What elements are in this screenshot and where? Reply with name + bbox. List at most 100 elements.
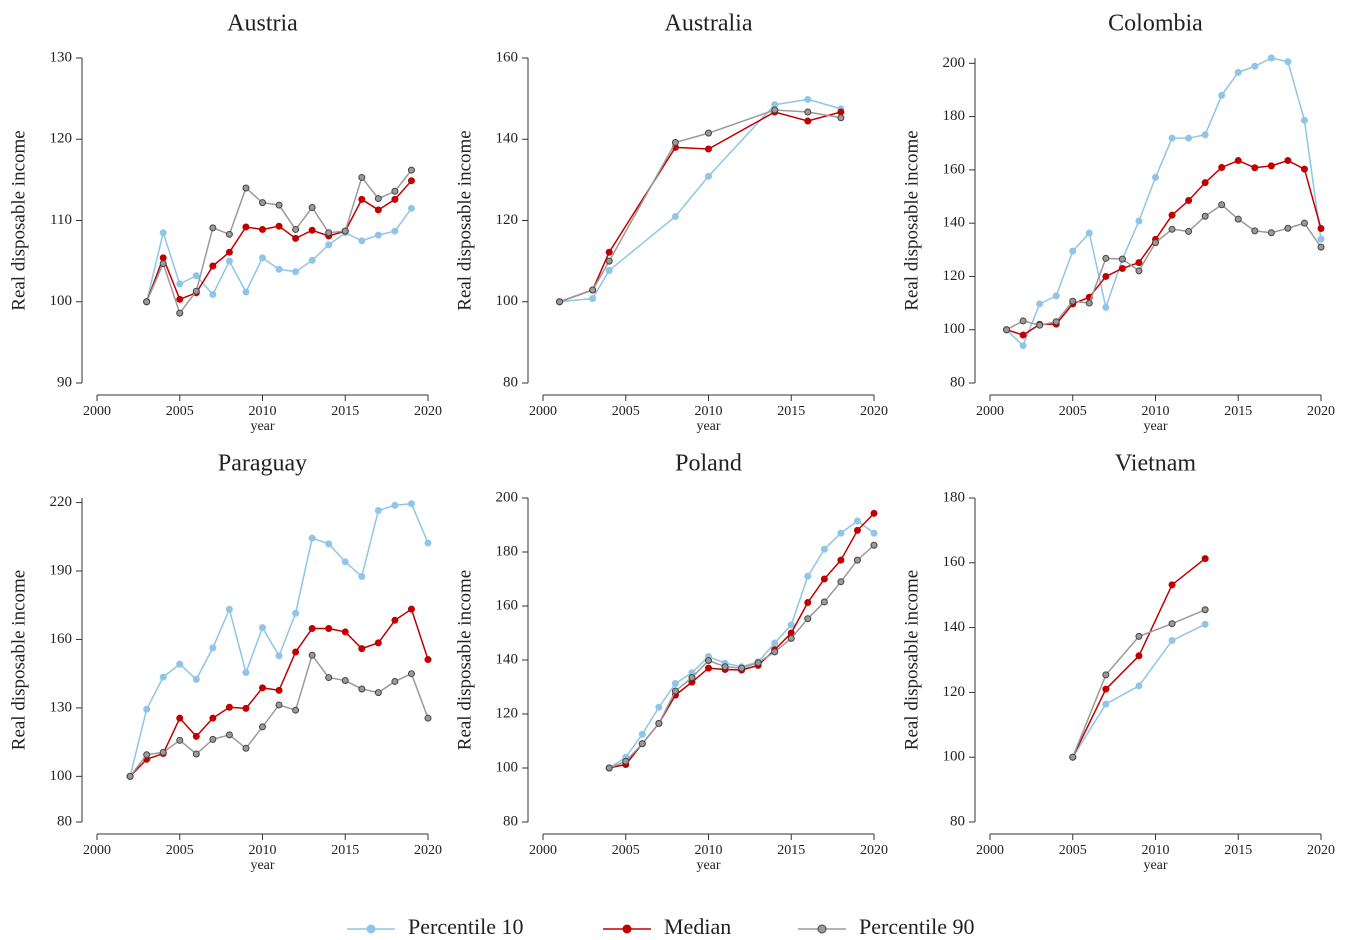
y-tick-label: 120 <box>496 705 519 721</box>
panel-title: Vietnam <box>1115 451 1197 477</box>
point <box>242 288 250 296</box>
point <box>556 298 564 306</box>
point <box>820 598 828 606</box>
point <box>143 751 151 759</box>
y-tick-label: 180 <box>943 108 966 124</box>
point <box>1317 243 1325 251</box>
point <box>804 108 812 116</box>
point <box>159 673 167 681</box>
point <box>391 227 399 235</box>
point <box>1234 215 1242 223</box>
point <box>738 664 746 672</box>
point <box>1218 201 1226 209</box>
point <box>1168 225 1176 233</box>
point <box>1019 342 1027 350</box>
x-tick-label: 2015 <box>777 404 805 419</box>
point <box>837 108 845 116</box>
point <box>424 714 432 722</box>
y-tick-label: 180 <box>496 543 519 559</box>
point <box>1069 297 1077 305</box>
point <box>192 272 200 280</box>
y-tick-label: 80 <box>950 374 965 390</box>
point <box>407 500 415 508</box>
x-tick-label: 2005 <box>166 404 194 419</box>
series-line <box>559 109 842 303</box>
point <box>1317 224 1325 232</box>
panel-title: Colombia <box>1108 11 1203 37</box>
point <box>259 225 266 233</box>
point <box>308 651 316 659</box>
x-tick-label: 2000 <box>83 404 111 419</box>
x-tick-label: 2000 <box>529 404 557 419</box>
point <box>1019 317 1027 325</box>
point <box>804 95 812 103</box>
point <box>209 714 217 722</box>
point <box>259 254 266 262</box>
y-tick-label: 220 <box>50 494 73 510</box>
y-tick-label: 140 <box>943 619 966 635</box>
point <box>837 114 845 122</box>
point <box>341 227 349 235</box>
point <box>1284 224 1292 232</box>
point <box>1135 632 1143 640</box>
point <box>1300 116 1308 124</box>
point <box>1201 620 1209 628</box>
point <box>705 664 712 672</box>
x-tick-label: 2005 <box>612 843 640 858</box>
y-axis-label: Real disposable income <box>454 570 475 750</box>
point <box>192 675 200 683</box>
point <box>143 705 151 713</box>
y-tick-label: 160 <box>496 49 519 65</box>
panel-title: Poland <box>675 451 742 477</box>
point <box>242 223 250 231</box>
series-line <box>608 544 875 769</box>
point <box>308 534 316 542</box>
point <box>292 225 300 233</box>
point <box>1234 68 1242 76</box>
point <box>638 740 646 748</box>
point <box>1300 165 1308 173</box>
point <box>325 540 333 548</box>
point <box>209 224 217 232</box>
series-line <box>608 520 875 769</box>
y-tick-label: 160 <box>943 554 966 570</box>
point <box>225 230 233 238</box>
point <box>688 674 696 682</box>
point <box>325 625 333 633</box>
legend-label: Median <box>664 914 731 939</box>
y-axis-label: Real disposable income <box>901 570 922 750</box>
point <box>225 731 233 739</box>
x-tick-label: 2015 <box>331 404 359 419</box>
legend-marker <box>817 924 827 934</box>
point <box>407 670 415 678</box>
point <box>407 204 415 212</box>
series-line <box>559 98 842 303</box>
point <box>1135 682 1143 690</box>
point <box>1218 91 1226 99</box>
y-tick-label: 120 <box>943 684 966 700</box>
point <box>341 558 349 566</box>
x-tick-label: 2005 <box>1059 404 1087 419</box>
point <box>853 517 861 525</box>
panel-title: Australia <box>665 11 753 37</box>
series-line <box>145 169 413 315</box>
point <box>358 645 366 653</box>
point <box>870 529 878 537</box>
point <box>1003 326 1011 334</box>
point <box>721 663 729 671</box>
point <box>804 117 812 125</box>
point <box>771 648 779 656</box>
point <box>1201 179 1209 187</box>
series-line <box>1072 623 1206 758</box>
point <box>853 556 861 564</box>
series-line <box>1006 203 1322 331</box>
x-tick-label: 2000 <box>529 843 557 858</box>
x-tick-label: 2015 <box>1224 843 1252 858</box>
point <box>159 229 167 237</box>
point <box>176 736 184 744</box>
point <box>1201 606 1209 614</box>
point <box>1052 292 1060 300</box>
point <box>605 257 613 265</box>
